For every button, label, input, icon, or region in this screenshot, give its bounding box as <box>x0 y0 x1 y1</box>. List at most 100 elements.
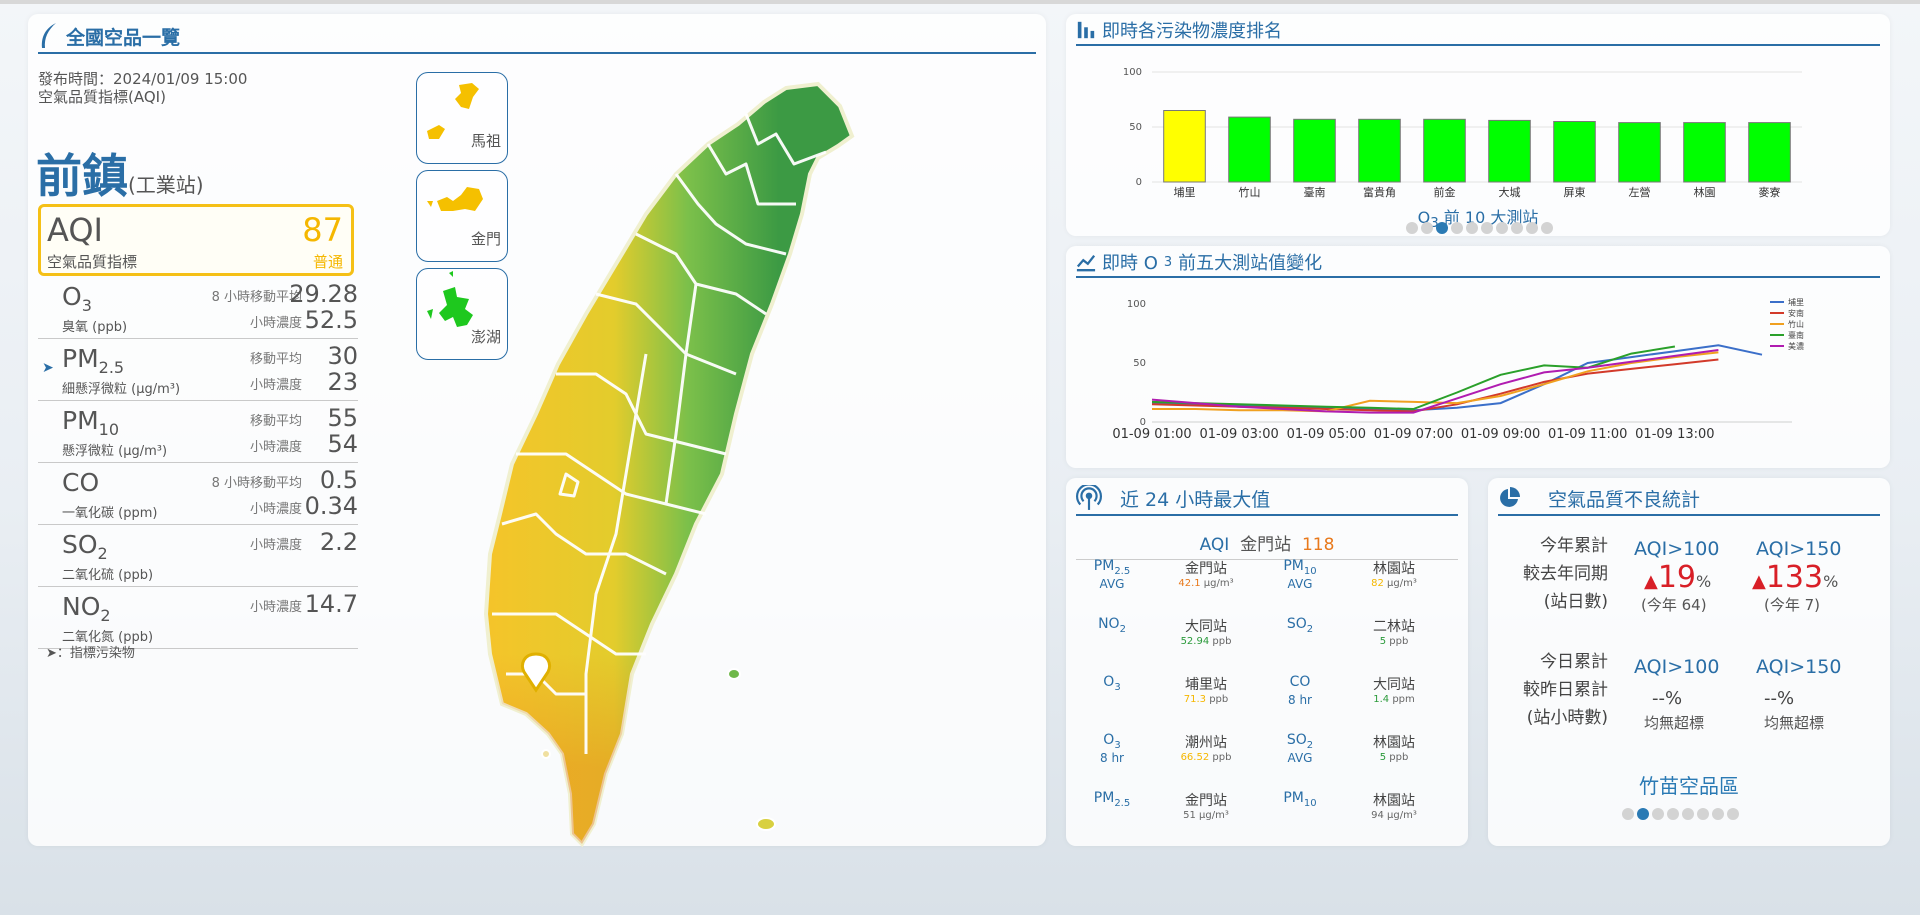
trend-header: 即時 O 3 前五大測站值變化 <box>1076 248 1880 278</box>
pager-dot[interactable] <box>1436 222 1448 234</box>
broadcast-icon <box>1076 485 1102 510</box>
pager-dot[interactable] <box>1667 808 1679 820</box>
pollutant-value-1: 29.28 <box>289 280 358 308</box>
bar <box>1488 119 1531 183</box>
max-station-value[interactable]: 金門站 42.1 μg/m³ <box>1178 561 1234 589</box>
pollutant-row[interactable]: SO2 二氧化硫 (ppb) 小時濃度 2.2 <box>38 526 358 587</box>
y-tick-label: 100 <box>1123 67 1142 78</box>
max-station-value[interactable]: 埔里站 71.3 ppb <box>1183 677 1229 705</box>
x-tick-label: 左營 <box>1629 186 1651 198</box>
island-penghu[interactable]: 澎湖 <box>416 268 508 360</box>
pollutant-value-1: 30 <box>327 342 358 370</box>
pager-dot[interactable] <box>1652 808 1664 820</box>
day-label-2: 較昨日累計 <box>1523 680 1608 700</box>
max-station-value[interactable]: 林園站 82 μg/m³ <box>1371 561 1417 589</box>
o3-trend-panel: 即時 O 3 前五大測站值變化 0 50 100 01-09 01:00 01-09 03… <box>1066 246 1890 468</box>
pager-dot[interactable] <box>1622 808 1634 820</box>
station-marker-icon[interactable] <box>521 652 551 693</box>
pager-dot[interactable] <box>1511 222 1523 234</box>
station-title: 前鎮 <box>36 149 128 203</box>
pollutant-desc: 懸浮微粒 (μg/m³) <box>62 444 168 459</box>
bar-chart-icon <box>1077 21 1095 39</box>
trend-title-sub: 3 <box>1163 254 1173 270</box>
pollutant-ranking-panel: 即時各污染物濃度排名 0 50 100 埔里 竹山 臺南 富貴角 前金 大城 屏東 左營 林園 麥寮 O… <box>1066 14 1890 236</box>
pager-dot[interactable] <box>1421 222 1433 234</box>
percent-sign: % <box>1696 572 1712 591</box>
max-station-value[interactable]: 金門站 51 μg/m³ <box>1183 793 1229 821</box>
up-arrow-icon: ▲ <box>1752 571 1766 592</box>
stats-title: 空氣品質不良統計 <box>1548 488 1701 511</box>
bar <box>1618 122 1661 183</box>
region-name[interactable]: 竹苗空品區 <box>1639 774 1739 798</box>
pager-dot[interactable] <box>1541 222 1553 234</box>
year-label-1: 今年累計 <box>1540 536 1608 556</box>
pollutant-row[interactable]: O3 臭氧 (ppb) 8 小時移動平均 29.28 小時濃度 52.5 <box>38 278 358 339</box>
pollutant-row[interactable]: PM10 懸浮微粒 (μg/m³) 移動平均 55 小時濃度 54 <box>38 402 358 463</box>
ranking-pager <box>1406 222 1553 234</box>
y-tick-label: 0 <box>1136 177 1142 188</box>
day-aqi150-note: 均無超標 <box>1764 714 1825 732</box>
pollutant-name: O3 <box>62 282 92 315</box>
pager-dot[interactable] <box>1496 222 1508 234</box>
kinmen-map-icon <box>427 187 483 211</box>
pie-chart-icon <box>1500 487 1520 507</box>
pollutant-label-1: 小時濃度 <box>249 538 302 553</box>
pollutant-label-1: 小時濃度 <box>249 600 302 615</box>
max-station-value[interactable]: 大同站 1.4 ppm <box>1373 677 1415 705</box>
x-tick-label: 大城 <box>1499 185 1521 198</box>
x-tick-label: 01-09 01:00 <box>1112 427 1191 442</box>
taiwan-south-tint <box>486 84 852 844</box>
max-station-value[interactable]: 潮州站 66.52 ppb <box>1180 735 1232 763</box>
legend-label: 埔里 <box>1788 297 1804 307</box>
overview-header: 全國空品一覽 <box>38 20 1036 54</box>
taiwan-map[interactable] <box>446 54 906 854</box>
max-pollutant-label: PM2.5 <box>1093 790 1131 809</box>
indicator-note: ➤：指標污染物 <box>46 646 135 661</box>
island-kinmen[interactable]: 金門 <box>416 170 508 262</box>
year-aqi150-number: 133 <box>1765 560 1824 595</box>
aqi-value: 87 <box>302 211 343 249</box>
x-tick-label: 林園 <box>1694 185 1716 198</box>
year-aqi100-number: 19 <box>1657 560 1697 595</box>
trend-title-suffix: 前五大測站值變化 <box>1178 253 1323 274</box>
pager-dot[interactable] <box>1481 222 1493 234</box>
pager-dot[interactable] <box>1727 808 1739 820</box>
day-aqi100-note: 均無超標 <box>1644 714 1705 732</box>
aqi-status: 普通 <box>312 253 343 271</box>
pollutant-row[interactable]: ➤ PM2.5 細懸浮微粒 (μg/m³) 移動平均 30 小時濃度 23 <box>38 340 358 401</box>
year-label-3: (站日數) <box>1543 592 1608 612</box>
max-station-value[interactable]: 大同站 52.94 ppb <box>1180 619 1232 647</box>
pollutant-value-1: 14.7 <box>304 590 358 618</box>
pager-dot[interactable] <box>1451 222 1463 234</box>
day-aqi150-value: --% <box>1764 688 1795 709</box>
max-station-value[interactable]: 林園站 5 ppb <box>1373 735 1415 763</box>
county-borders <box>492 113 827 754</box>
pollutant-desc: 二氧化硫 (ppb) <box>62 568 154 583</box>
year-labels: 今年累計 較去年同期 (站日數) <box>1523 532 1608 616</box>
island-label: 澎湖 <box>470 328 501 346</box>
liuqiu-island <box>541 749 551 759</box>
pager-dot[interactable] <box>1712 808 1724 820</box>
pager-dot[interactable] <box>1466 222 1478 234</box>
aqi-sub-label: 空氣品質指標 <box>47 253 138 271</box>
pollutant-value-1: 55 <box>327 404 358 432</box>
pager-dot[interactable] <box>1637 808 1649 820</box>
bar <box>1228 116 1271 183</box>
percent-sign: % <box>1823 572 1839 591</box>
aqi-label: AQI <box>47 211 103 249</box>
pollutant-row[interactable]: CO 一氧化碳 (ppm) 8 小時移動平均 0.5 小時濃度 0.34 <box>38 464 358 525</box>
max-pollutant-label: SO2 <box>1286 616 1314 635</box>
day-aqi100-header: AQI>100 <box>1634 656 1720 678</box>
x-tick-label: 01-09 11:00 <box>1548 427 1627 442</box>
pager-dot[interactable] <box>1682 808 1694 820</box>
pager-dot[interactable] <box>1406 222 1418 234</box>
pager-dot[interactable] <box>1526 222 1538 234</box>
legend-label: 美濃 <box>1788 341 1804 351</box>
max-station-value[interactable]: 林園站 94 μg/m³ <box>1371 793 1417 821</box>
max-pollutant-label: PM2.5 AVG <box>1093 558 1131 591</box>
island-matsu[interactable]: 馬祖 <box>416 72 508 164</box>
pollutant-row[interactable]: NO2 二氧化氮 (ppb) 小時濃度 14.7 <box>38 588 358 649</box>
max-station-value[interactable]: 二林站 5 ppb <box>1373 619 1415 647</box>
x-tick-label: 麥寮 <box>1759 185 1781 198</box>
pager-dot[interactable] <box>1697 808 1709 820</box>
